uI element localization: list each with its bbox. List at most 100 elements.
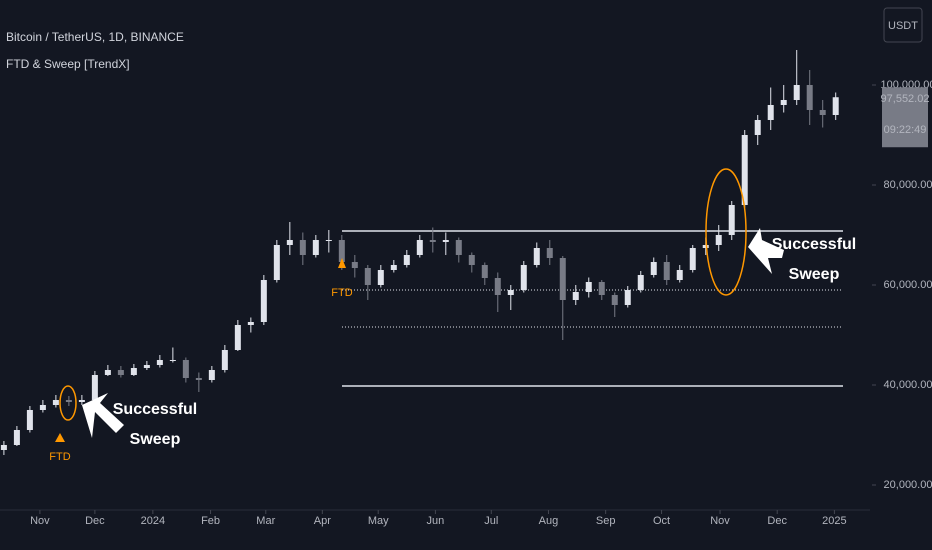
candle-body [793, 85, 800, 100]
candle-body [13, 430, 20, 445]
candle-body [598, 282, 605, 295]
candle-body [169, 360, 176, 361]
arrow [748, 228, 784, 274]
x-tick-label: Aug [539, 515, 559, 527]
candle-body [585, 282, 592, 292]
last-price-box [882, 87, 928, 148]
candle-body [234, 325, 241, 350]
x-tick-label: May [368, 515, 389, 527]
countdown: 09:22:49 [884, 124, 927, 136]
candle-body [754, 120, 761, 135]
candle-body [286, 240, 293, 245]
sweep-circle [705, 168, 747, 296]
x-tick-label: Nov [30, 515, 50, 527]
candle-body [455, 240, 462, 255]
candle-body [520, 265, 527, 290]
candle-body [832, 97, 839, 115]
candle-body [156, 360, 163, 365]
candle-body [637, 275, 644, 290]
candle-body [767, 105, 774, 120]
candle-body [624, 290, 631, 305]
candle-body [117, 370, 124, 375]
candle-body [533, 248, 540, 265]
candle-body [403, 255, 410, 265]
ftd-marker [55, 433, 65, 442]
candle-body [195, 378, 202, 380]
annotation: Successful [113, 401, 197, 418]
y-tick-label: 80,000.00 [884, 179, 932, 191]
x-tick-label: Jun [427, 515, 445, 527]
x-tick-label: Apr [314, 515, 331, 527]
candle-body [338, 240, 345, 262]
candle-body [728, 205, 735, 235]
candle-body [351, 262, 358, 268]
candle-body [377, 270, 384, 285]
candle-body [741, 135, 748, 205]
candle-body [429, 240, 436, 242]
currency-box[interactable] [883, 7, 923, 43]
x-tick-label: Dec [85, 515, 105, 527]
x-tick-label: Sep [596, 515, 616, 527]
candle-body [806, 85, 813, 110]
candle-body [221, 350, 228, 370]
candle-body [104, 370, 111, 375]
candle-body [208, 370, 215, 380]
candle-body [364, 268, 371, 285]
candle-body [494, 278, 501, 295]
candle-body [572, 292, 579, 300]
arrow [82, 393, 124, 438]
candle-body [299, 240, 306, 255]
candle-body [65, 400, 72, 402]
candle-body [91, 375, 98, 400]
candle-body [52, 400, 59, 405]
x-tick-label: Dec [767, 515, 787, 527]
candle-body [481, 265, 488, 278]
candle-body [0, 445, 7, 450]
candle-body [702, 245, 709, 248]
candle-body [559, 258, 566, 300]
annotation: Sweep [130, 431, 181, 448]
candle-body [780, 100, 787, 105]
currency[interactable]: USDT [888, 20, 918, 32]
annotation: FTD [331, 287, 352, 299]
candle-body [819, 110, 826, 115]
candle-body [689, 248, 696, 270]
candle-body [26, 410, 33, 430]
candle-body [390, 265, 397, 270]
annotation: Sweep [789, 266, 840, 283]
candle-body [39, 405, 46, 410]
candle-body [676, 270, 683, 280]
y-tick-label: 60,000.00 [884, 279, 932, 291]
candle-body [546, 248, 553, 258]
sweep-circle [59, 385, 77, 421]
y-tick-label: 20,000.00 [884, 479, 932, 491]
candle-body [650, 262, 657, 275]
x-tick-label: 2025 [822, 515, 846, 527]
ftd-marker [338, 258, 346, 268]
candle-body [247, 322, 254, 325]
candle-body [442, 240, 449, 242]
x-tick-label: Oct [653, 515, 670, 527]
x-tick-label: Jul [484, 515, 498, 527]
candle-body [78, 400, 85, 402]
indicator-name: FTD & Sweep [TrendX] [6, 57, 130, 71]
candle-body [260, 280, 267, 322]
last-price-label: 97,552.02 [881, 93, 930, 105]
x-tick-label: Mar [256, 515, 275, 527]
y-tick-label: 40,000.00 [884, 379, 932, 391]
candle-body [663, 262, 670, 280]
candle-body [416, 240, 423, 255]
candle-body [312, 240, 319, 255]
candle-body [273, 245, 280, 280]
candle-body [468, 255, 475, 265]
candle-body [130, 368, 137, 375]
x-tick-label: Feb [201, 515, 220, 527]
candle-body [143, 365, 150, 368]
candle-body [182, 360, 189, 378]
candle-body [611, 295, 618, 305]
candle-body [507, 290, 514, 295]
price-axis: 20,000.0040,000.0060,000.0080,000.00100,… [872, 79, 932, 491]
